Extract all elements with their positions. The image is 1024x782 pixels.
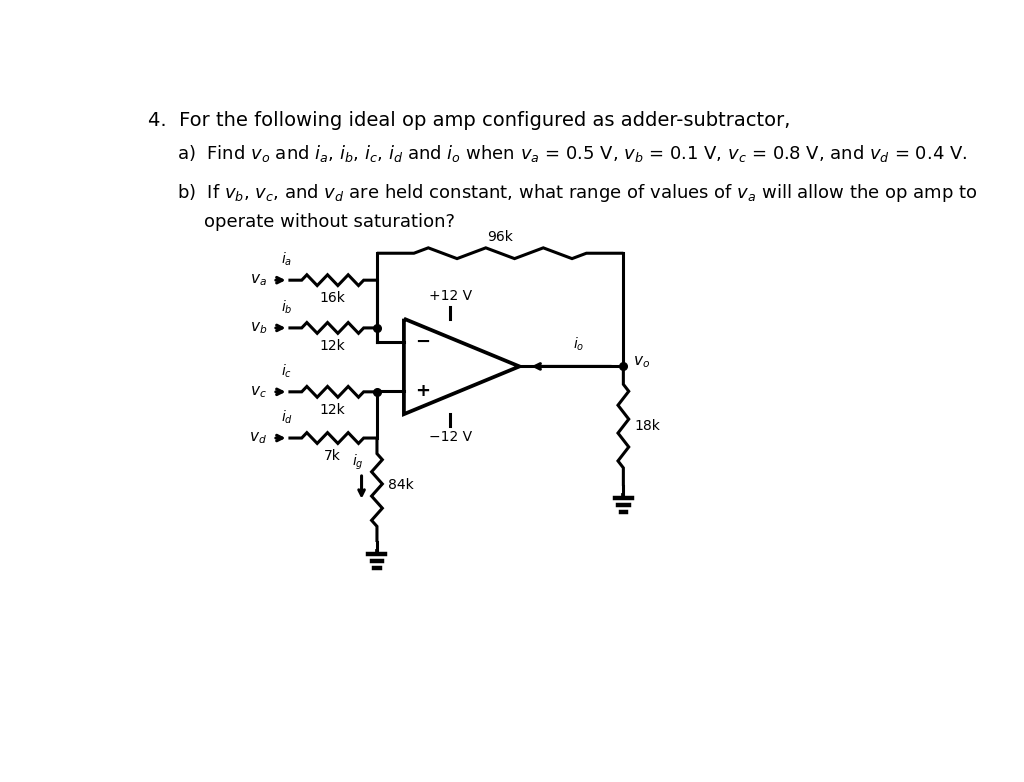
Text: $i_a$: $i_a$ — [281, 250, 292, 268]
Text: operate without saturation?: operate without saturation? — [204, 213, 455, 231]
Text: $i_c$: $i_c$ — [281, 362, 292, 379]
Text: a)  Find $v_o$ and $i_a$, $i_b$, $i_c$, $i_d$ and $i_o$ when $v_a$ = 0.5 V, $v_b: a) Find $v_o$ and $i_a$, $i_b$, $i_c$, $… — [177, 143, 967, 164]
Text: $i_b$: $i_b$ — [281, 298, 292, 316]
Text: 96k: 96k — [487, 230, 513, 244]
Text: $v_o$: $v_o$ — [633, 355, 649, 371]
Text: $i_g$: $i_g$ — [352, 452, 364, 472]
Text: $v_d$: $v_d$ — [249, 430, 267, 446]
Text: 12k: 12k — [319, 339, 345, 353]
Text: $i_o$: $i_o$ — [573, 336, 585, 353]
Text: 4.  For the following ideal op amp configured as adder-subtractor,: 4. For the following ideal op amp config… — [147, 111, 790, 130]
Text: b)  If $v_b$, $v_c$, and $v_d$ are held constant, what range of values of $v_a$ : b) If $v_b$, $v_c$, and $v_d$ are held c… — [177, 181, 977, 203]
Text: 84k: 84k — [388, 479, 414, 493]
Text: $i_d$: $i_d$ — [281, 408, 293, 425]
Text: $v_c$: $v_c$ — [250, 384, 267, 400]
Text: +12 V: +12 V — [429, 289, 472, 303]
Text: 18k: 18k — [634, 419, 660, 433]
Text: $v_b$: $v_b$ — [250, 320, 267, 335]
Text: +: + — [416, 382, 430, 400]
Text: 12k: 12k — [319, 403, 345, 417]
Text: 7k: 7k — [325, 449, 341, 463]
Text: −: − — [416, 333, 430, 351]
Text: $v_a$: $v_a$ — [250, 272, 267, 288]
Text: −12 V: −12 V — [429, 429, 472, 443]
Text: 16k: 16k — [319, 291, 346, 305]
